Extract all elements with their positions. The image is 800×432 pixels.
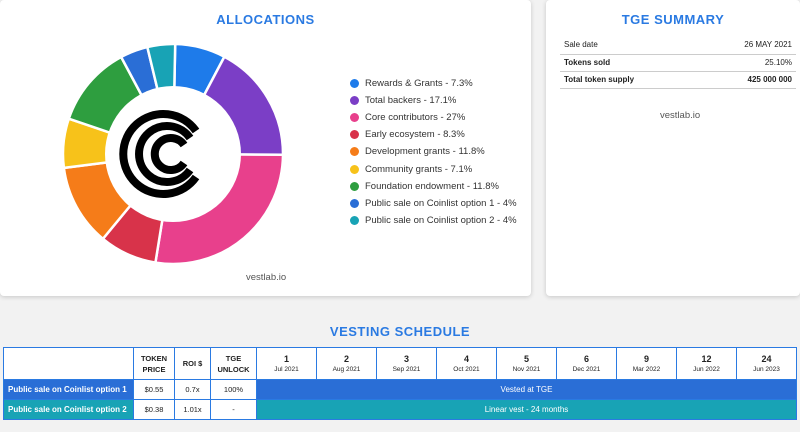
vesting-title: VESTING SCHEDULE xyxy=(329,324,471,339)
legend-label: Core contributors - 27% xyxy=(365,112,466,124)
legend-item: Public sale on Coinlist option 2 - 4% xyxy=(350,212,517,229)
legend-item: Public sale on Coinlist option 1 - 4% xyxy=(350,195,517,212)
legend-swatch xyxy=(350,79,359,89)
table-row: Tokens sold 25.10% xyxy=(560,54,796,72)
legend-swatch xyxy=(350,198,359,208)
month-number: 5 xyxy=(523,353,529,364)
month-date: Dec 2021 xyxy=(572,365,601,373)
legend-label: Public sale on Coinlist option 2 - 4% xyxy=(365,214,517,226)
month-number: 24 xyxy=(761,353,772,364)
sale-date-value: 26 MAY 2021 xyxy=(697,37,796,55)
token-price-header: TOKEN PRICE xyxy=(133,347,175,380)
schedule-bar: Vested at TGE xyxy=(256,379,797,400)
month-date: Jun 2022 xyxy=(693,365,720,373)
total-supply-label: Total token supply xyxy=(560,71,698,89)
legend-swatch xyxy=(350,164,359,174)
month-header: 12 Jun 2022 xyxy=(676,347,737,380)
legend-label: Public sale on Coinlist option 1 - 4% xyxy=(365,197,517,209)
month-header: 4 Oct 2021 xyxy=(436,347,497,380)
roi-cell: 0.7x xyxy=(174,379,211,400)
allocations-donut-chart xyxy=(61,42,285,266)
roi-cell: 1.01x xyxy=(174,399,211,420)
legend-label: Early ecosystem - 8.3% xyxy=(365,129,465,141)
month-number: 6 xyxy=(583,353,589,364)
row-label-header xyxy=(3,347,134,380)
month-date: Jul 2021 xyxy=(274,365,299,373)
month-number: 12 xyxy=(701,353,712,364)
month-date: Aug 2021 xyxy=(332,365,361,373)
month-number: 4 xyxy=(463,353,469,364)
month-header: 6 Dec 2021 xyxy=(556,347,617,380)
month-date: Mar 2022 xyxy=(632,365,661,373)
legend-item: Foundation endowment - 11.8% xyxy=(350,178,517,195)
sale-date-label: Sale date xyxy=(560,37,698,55)
legend-item: Rewards & Grants - 7.3% xyxy=(350,75,517,92)
row-label: Public sale on Coinlist option 2 xyxy=(3,399,134,420)
allocations-legend: Rewards & Grants - 7.3% Total backers - 1… xyxy=(350,75,517,229)
tge-unlock-header: TGE UNLOCK xyxy=(210,347,257,380)
table-row: Public sale on Coinlist option 1 $0.55 0… xyxy=(3,379,797,400)
vesting-header-row: TOKEN PRICE ROI $ TGE UNLOCK 1 Jul 2021 2… xyxy=(3,347,797,380)
tokens-sold-value: 25.10% xyxy=(697,54,796,72)
vesting-table: TOKEN PRICE ROI $ TGE UNLOCK 1 Jul 2021 2… xyxy=(3,347,797,420)
month-header: 1 Jul 2021 xyxy=(256,347,317,380)
legend-item: Community grants - 7.1% xyxy=(350,160,517,177)
month-number: 2 xyxy=(343,353,349,364)
legend-item: Early ecosystem - 8.3% xyxy=(350,126,517,143)
roi-header: ROI $ xyxy=(174,347,211,380)
tge-summary-title: TGE SUMMARY xyxy=(621,12,725,27)
month-date: Nov 2021 xyxy=(512,365,541,373)
month-date: Jun 2023 xyxy=(753,365,780,373)
tokens-sold-label: Tokens sold xyxy=(560,54,698,72)
table-row: Public sale on Coinlist option 2 $0.38 1… xyxy=(3,399,797,420)
month-number: 3 xyxy=(403,353,409,364)
legend-swatch xyxy=(350,96,359,106)
legend-label: Community grants - 7.1% xyxy=(365,163,473,175)
legend-item: Total backers - 17.1% xyxy=(350,92,517,109)
month-date: Oct 2021 xyxy=(453,365,480,373)
tge-unlock-cell: 100% xyxy=(210,379,257,400)
schedule-bar: Linear vest - 24 months xyxy=(256,399,797,420)
legend-label: Development grants - 11.8% xyxy=(365,146,485,158)
legend-swatch xyxy=(350,215,359,225)
legend-swatch xyxy=(350,181,359,191)
table-row: Sale date 26 MAY 2021 xyxy=(560,37,796,55)
token-price-cell: $0.55 xyxy=(133,379,175,400)
row-label: Public sale on Coinlist option 1 xyxy=(3,379,134,400)
legend-swatch xyxy=(350,147,359,157)
month-header: 3 Sep 2021 xyxy=(376,347,437,380)
tge-watermark: vestlab.io xyxy=(660,110,701,121)
legend-item: Core contributors - 27% xyxy=(350,109,517,126)
total-supply-value: 425 000 000 xyxy=(697,71,796,89)
legend-label: Foundation endowment - 11.8% xyxy=(365,180,499,192)
month-header: 2 Aug 2021 xyxy=(316,347,377,380)
month-header: 9 Mar 2022 xyxy=(616,347,677,380)
allocations-watermark: vestlab.io xyxy=(246,272,287,283)
month-number: 9 xyxy=(643,353,649,364)
legend-item: Development grants - 11.8% xyxy=(350,143,517,160)
month-header: 5 Nov 2021 xyxy=(496,347,557,380)
token-price-cell: $0.38 xyxy=(133,399,175,420)
logo-icon xyxy=(119,110,200,198)
tge-unlock-cell: - xyxy=(210,399,257,420)
month-header: 24 Jun 2023 xyxy=(736,347,797,380)
legend-swatch xyxy=(350,130,359,140)
allocations-title: ALLOCATIONS xyxy=(216,12,315,27)
tge-summary-table: Sale date 26 MAY 2021 Tokens sold 25.10%… xyxy=(560,37,796,89)
month-date: Sep 2021 xyxy=(392,365,421,373)
legend-label: Rewards & Grants - 7.3% xyxy=(365,78,473,90)
legend-label: Total backers - 17.1% xyxy=(365,95,457,107)
table-row: Total token supply 425 000 000 xyxy=(560,71,796,89)
legend-swatch xyxy=(350,113,359,123)
month-number: 1 xyxy=(283,353,289,364)
